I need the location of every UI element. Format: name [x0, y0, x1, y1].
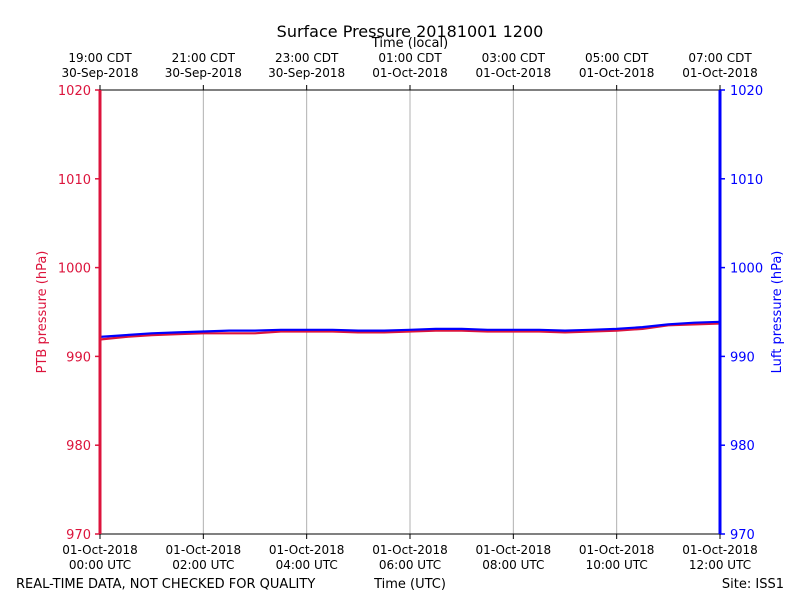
x-tick-label-utc-time: 02:00 UTC [172, 558, 234, 572]
left-y-axis-label: PTB pressure (hPa) [35, 251, 50, 374]
x-tick-label-local-time: 23:00 CDT [275, 51, 339, 65]
x-tick-label-local-date: 01-Oct-2018 [372, 66, 448, 80]
x-tick-label-utc-time: 10:00 UTC [586, 558, 648, 572]
y-tick-label-left: 1000 [58, 262, 91, 277]
x-tick-label-local-time: 03:00 CDT [482, 51, 546, 65]
y-tick-label-left: 980 [66, 439, 91, 454]
x-tick-label-utc-date: 01-Oct-2018 [682, 543, 758, 557]
series-line-luft-pressure [99, 320, 721, 338]
right-y-axis-label: Luft pressure (hPa) [770, 251, 785, 374]
y-tick-label-left: 990 [66, 350, 91, 365]
x2-axis-label: Time (local) [371, 36, 448, 51]
y-tick-label-left: 1010 [58, 173, 91, 188]
x-tick-label-local-date: 30-Sep-2018 [165, 66, 242, 80]
x-tick-label-utc-time: 00:00 UTC [69, 558, 131, 572]
grid-lines [202, 90, 618, 534]
x-tick-label-utc-time: 04:00 UTC [276, 558, 338, 572]
quality-disclaimer: REAL-TIME DATA, NOT CHECKED FOR QUALITY [16, 577, 315, 592]
x-tick-label-local-date: 01-Oct-2018 [476, 66, 552, 80]
x-tick-label-utc-date: 01-Oct-2018 [62, 543, 138, 557]
y-tick-label-right: 1000 [730, 262, 763, 277]
y-tick-label-right: 1020 [730, 84, 763, 99]
x-tick-label-local-date: 01-Oct-2018 [579, 66, 655, 80]
x-tick-label-utc-date: 01-Oct-2018 [372, 543, 448, 557]
x-axis-label: Time (UTC) [373, 577, 446, 592]
y-tick-label-right: 980 [730, 439, 755, 454]
site-label: Site: ISS1 [722, 577, 784, 592]
x-tick-label-utc-date: 01-Oct-2018 [269, 543, 345, 557]
series-line-ptb-pressure [99, 322, 721, 341]
x-tick-label-utc-time: 06:00 UTC [379, 558, 441, 572]
y-tick-label-right: 970 [730, 528, 755, 543]
x-tick-label-local-time: 19:00 CDT [68, 51, 132, 65]
x-tick-label-local-date: 30-Sep-2018 [268, 66, 345, 80]
x-tick-label-utc-date: 01-Oct-2018 [476, 543, 552, 557]
y-tick-label-right: 990 [730, 350, 755, 365]
chart-title: Surface Pressure 20181001 1200 [277, 22, 544, 41]
x-tick-label-local-time: 21:00 CDT [172, 51, 236, 65]
x-tick-label-utc-date: 01-Oct-2018 [579, 543, 655, 557]
x-tick-label-utc-time: 12:00 UTC [689, 558, 751, 572]
series-lines [99, 320, 721, 341]
x-tick-label-utc-time: 08:00 UTC [482, 558, 544, 572]
y-tick-label-left: 1020 [58, 84, 91, 99]
x-tick-label-utc-date: 01-Oct-2018 [166, 543, 242, 557]
x-tick-label-local-time: 07:00 CDT [688, 51, 752, 65]
tick-labels: 970 970 980 980 990 990 1000 1000 1010 1010 1020 10… [58, 51, 763, 572]
x-tick-label-local-date: 30-Sep-2018 [61, 66, 138, 80]
y-tick-label-right: 1010 [730, 173, 763, 188]
x-tick-label-local-date: 01-Oct-2018 [682, 66, 758, 80]
y-tick-label-left: 970 [66, 528, 91, 543]
x-tick-label-local-time: 01:00 CDT [378, 51, 442, 65]
x-tick-label-local-time: 05:00 CDT [585, 51, 649, 65]
